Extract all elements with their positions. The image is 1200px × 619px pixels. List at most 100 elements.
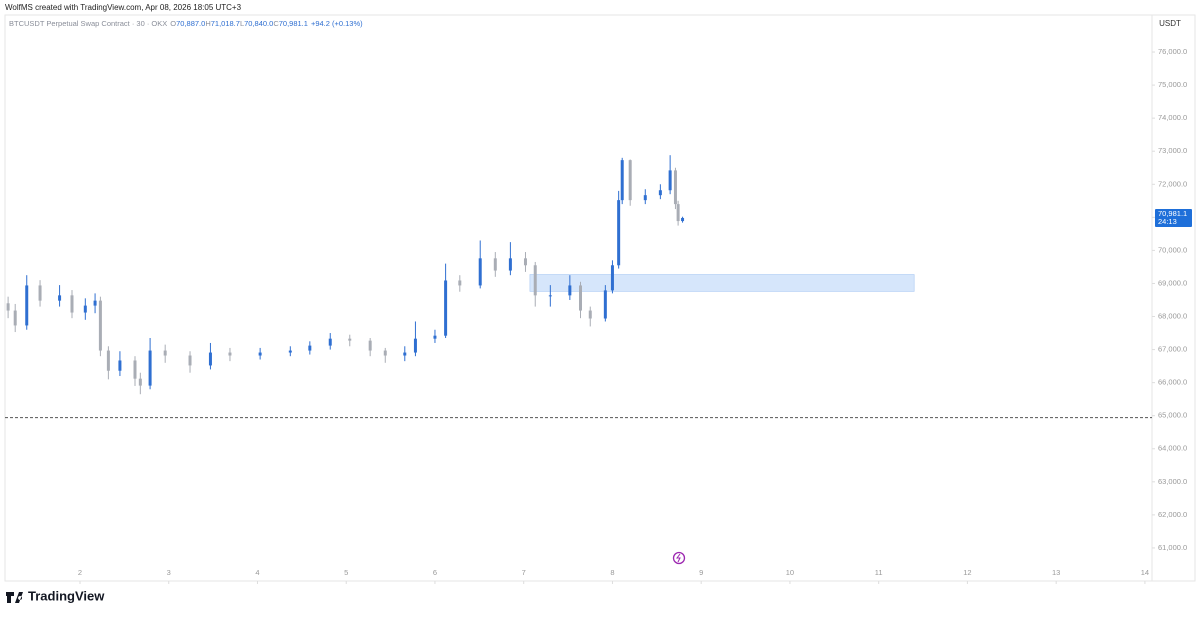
candle-body <box>643 195 647 201</box>
symbol: BTCUSDT Perpetual Swap Contract · 30 · O… <box>9 19 167 28</box>
candle-body <box>38 285 42 301</box>
candle-body <box>258 352 262 356</box>
candle-body <box>348 338 352 341</box>
x-tick-label: 7 <box>522 568 526 577</box>
candle-body <box>163 350 167 356</box>
attribution: WolfMS created with TradingView.com, Apr… <box>5 3 242 12</box>
last-price-box <box>1155 208 1192 227</box>
candle-body <box>568 285 572 296</box>
legend-label: L <box>240 19 244 28</box>
candle-body <box>148 350 152 386</box>
x-tick-label: 6 <box>433 568 437 577</box>
x-tick-label: 9 <box>699 568 703 577</box>
candle-body <box>658 190 662 196</box>
y-tick-label: 63,000.0 <box>1158 477 1187 486</box>
candle-body <box>588 310 592 319</box>
x-tick-label: 10 <box>786 568 794 577</box>
candle-body <box>676 204 680 222</box>
candle-body <box>288 350 292 353</box>
y-tick-label: 73,000.0 <box>1158 146 1187 155</box>
candle-body <box>444 280 448 336</box>
candle-body <box>6 303 10 311</box>
y-tick-label: 66,000.0 <box>1158 378 1187 387</box>
x-tick-label: 12 <box>963 568 971 577</box>
candle-body <box>610 265 614 291</box>
logo: TradingView <box>6 588 105 603</box>
x-tick-label: 2 <box>78 568 82 577</box>
candle-body <box>628 160 632 201</box>
x-tick-label: 13 <box>1052 568 1060 577</box>
legend-label: H <box>205 19 210 28</box>
zone <box>529 274 915 292</box>
y-tick-label: 68,000.0 <box>1158 311 1187 320</box>
candle-body <box>25 285 29 326</box>
event-bolt <box>676 553 681 563</box>
change: +94.2 (+0.13%) <box>311 19 363 28</box>
candle-body <box>617 200 621 266</box>
countdown: 24:13 <box>1158 217 1177 226</box>
candle-body <box>208 352 212 366</box>
y-unit: USDT <box>1159 19 1181 28</box>
candle-body <box>188 355 192 366</box>
chart-frame <box>4 14 1196 582</box>
legend-value: 70,981.1 <box>279 19 308 28</box>
x-tick-label: 3 <box>167 568 171 577</box>
legend-value: 71,018.7 <box>211 19 240 28</box>
y-tick-label: 62,000.0 <box>1158 510 1187 519</box>
candle-body <box>603 290 607 319</box>
legend-value: 70,887.0 <box>176 19 205 28</box>
candle-body <box>138 378 142 386</box>
candle-body <box>681 217 685 222</box>
candle-body <box>106 350 110 371</box>
candle-body <box>533 265 537 296</box>
candle-body <box>70 295 74 313</box>
x-tick-label: 5 <box>344 568 348 577</box>
y-tick-label: 69,000.0 <box>1158 278 1187 287</box>
candle-body <box>433 335 437 339</box>
candle-body <box>98 300 102 351</box>
candle-body <box>508 258 512 271</box>
legend-label: C <box>273 19 279 28</box>
y-tick-label: 74,000.0 <box>1158 113 1187 122</box>
candle-body <box>83 305 87 313</box>
candle-body <box>13 310 17 326</box>
candle-body <box>413 338 417 353</box>
x-tick-label: 4 <box>255 568 259 577</box>
candle-body <box>58 295 62 301</box>
x-tick-label: 11 <box>875 568 883 577</box>
y-tick-label: 61,000.0 <box>1158 543 1187 552</box>
x-tick-label: 8 <box>610 568 614 577</box>
candle-body <box>93 300 97 306</box>
candle-body <box>578 285 582 311</box>
candle-body <box>478 258 482 286</box>
candle-body <box>523 258 527 266</box>
candle-body <box>368 340 372 351</box>
candle-body <box>673 170 677 205</box>
candle-body <box>620 160 624 201</box>
candle-body <box>328 338 332 346</box>
candle-body <box>383 350 387 356</box>
y-tick-label: 70,000.0 <box>1158 245 1187 254</box>
event-circle <box>672 551 686 565</box>
event-icon <box>672 551 686 565</box>
y-tick-label: 72,000.0 <box>1158 179 1187 188</box>
last-price-label: 70,981.1 <box>1158 209 1187 218</box>
candle-body <box>308 345 312 351</box>
candle-body <box>548 295 552 297</box>
legend-label: O <box>170 19 176 28</box>
candle-body <box>403 352 407 356</box>
y-tick-label: 76,000.0 <box>1158 47 1187 56</box>
x-tick-label: 14 <box>1141 568 1149 577</box>
brand: TradingView <box>28 588 105 603</box>
candle-body <box>133 360 137 379</box>
y-tick-label: 75,000.0 <box>1158 80 1187 89</box>
candle-body <box>118 360 122 371</box>
candle-body <box>493 258 497 271</box>
candle-body <box>668 170 672 191</box>
y-tick-label: 64,000.0 <box>1158 444 1187 453</box>
legend-value: 70,840.0 <box>244 19 273 28</box>
logo-icon <box>6 592 23 603</box>
candle-body <box>458 280 462 286</box>
